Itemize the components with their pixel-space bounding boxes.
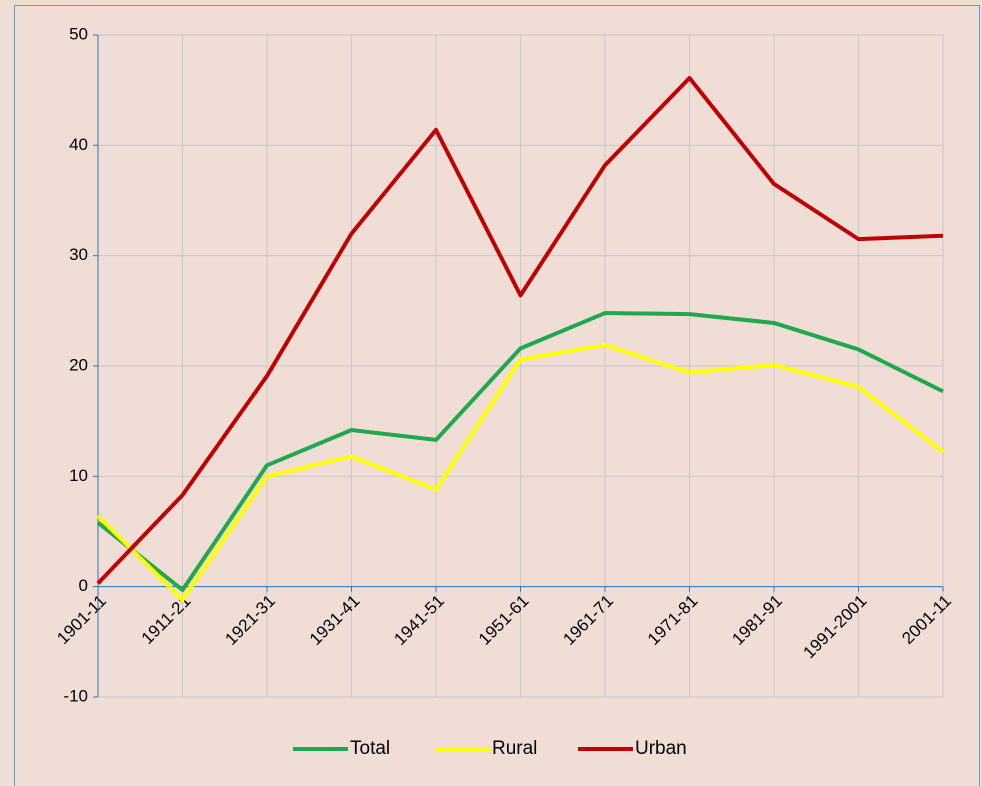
y-tick-label: 50 — [69, 24, 88, 43]
y-tick-label: 0 — [79, 576, 88, 595]
line-series — [96, 76, 944, 585]
y-tick-label: 20 — [69, 355, 88, 374]
y-tick-label: -10 — [63, 686, 88, 705]
legend-label: Total — [350, 738, 390, 759]
y-tick-label: 40 — [69, 135, 88, 154]
legend-label: Urban — [635, 738, 687, 759]
y-tick-label: 30 — [69, 245, 88, 264]
chart-border — [14, 5, 980, 786]
line-series — [96, 343, 945, 602]
y-tick-label: 10 — [69, 466, 88, 485]
line-series — [96, 311, 944, 592]
legend-label: Rural — [492, 738, 537, 759]
